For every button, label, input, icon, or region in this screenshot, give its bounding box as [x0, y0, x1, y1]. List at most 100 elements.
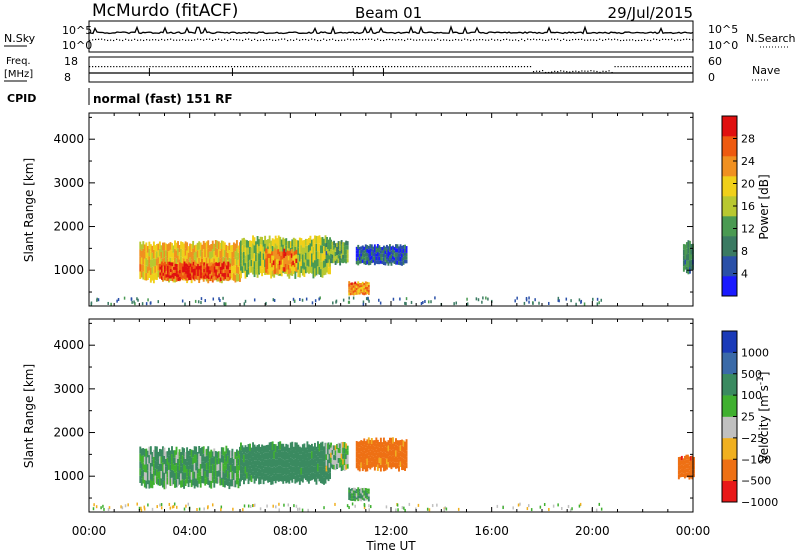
nave-dot: [409, 66, 411, 68]
data-cell: [382, 261, 385, 265]
data-cell: [349, 285, 352, 288]
data-cell: [198, 273, 201, 277]
data-cell: [177, 241, 179, 249]
data-cell: [224, 275, 227, 280]
data-cell: [276, 452, 279, 460]
data-cell: [351, 289, 354, 293]
data-speck: [138, 506, 141, 510]
data-cell: [334, 243, 337, 248]
data-cell: [358, 289, 361, 293]
data-cell: [369, 457, 372, 464]
data-cell: [346, 249, 349, 254]
data-cell: [194, 261, 197, 266]
data-cell: [363, 495, 366, 499]
data-cell: [140, 264, 143, 271]
nave-dot: [200, 66, 202, 68]
data-cell: [360, 456, 363, 463]
data-cell: [161, 479, 164, 488]
data-cell: [198, 468, 201, 477]
data-cell: [174, 465, 176, 473]
data-cell: [158, 241, 161, 249]
data-speck: [275, 505, 277, 509]
data-cell: [228, 266, 231, 270]
data-cell: [357, 283, 360, 287]
data-speck: [242, 508, 244, 512]
data-cell: [195, 478, 198, 487]
data-cell: [238, 462, 241, 471]
data-cell: [340, 253, 343, 259]
data-cell: [351, 292, 354, 295]
data-cell: [315, 477, 318, 485]
data-cell: [235, 248, 238, 257]
data-cell: [258, 452, 261, 461]
data-cell: [142, 256, 145, 265]
nsearch-dot: [599, 38, 601, 40]
data-cell: [401, 249, 403, 254]
data-cell: [283, 238, 286, 246]
data-cell: [201, 272, 204, 276]
data-cell: [262, 445, 265, 454]
data-cell: [160, 276, 163, 280]
data-cell: [375, 449, 378, 456]
data-cell: [262, 453, 265, 462]
data-cell: [256, 458, 259, 466]
data-cell: [145, 472, 148, 481]
data-speck: [569, 508, 572, 512]
data-cell: [339, 443, 342, 449]
data-cell: [175, 258, 178, 267]
data-cell: [237, 480, 240, 489]
data-cell: [187, 246, 190, 253]
data-cell: [177, 458, 179, 466]
data-cell: [252, 442, 254, 450]
data-cell: [162, 272, 165, 276]
data-cell: [688, 470, 691, 475]
data-cell: [201, 275, 204, 279]
data-cell: [370, 244, 373, 249]
data-speck: [532, 301, 534, 305]
nsearch-dot: [566, 39, 568, 41]
data-cell: [172, 252, 175, 261]
data-cell: [177, 267, 180, 271]
data-cell: [680, 472, 683, 478]
nsearch-dot: [518, 39, 520, 42]
nsearch-dot: [590, 39, 592, 41]
data-cell: [292, 459, 295, 467]
data-cell: [396, 260, 399, 265]
data-cell: [207, 469, 210, 478]
data-cell: [237, 245, 240, 253]
data-cell: [312, 254, 315, 263]
data-cell: [297, 466, 300, 475]
data-speck: [434, 296, 436, 300]
data-cell: [181, 471, 184, 480]
data-cell: [163, 455, 166, 465]
data-cell: [247, 261, 250, 268]
data-cell: [191, 263, 194, 267]
nave-dot: [243, 66, 245, 68]
data-cell: [235, 470, 238, 478]
data-cell: [324, 442, 327, 451]
data-speck: [527, 504, 530, 508]
data-cell: [167, 269, 169, 274]
data-cell: [268, 442, 271, 451]
data-cell: [222, 265, 225, 270]
data-cell: [249, 253, 251, 260]
nsky-right-tick-bottom: 10^0: [708, 39, 738, 52]
nsearch-dot: [215, 38, 217, 41]
data-cell: [237, 252, 240, 260]
data-cell: [247, 452, 250, 461]
nsearch-dot: [692, 39, 694, 41]
data-cell: [343, 250, 346, 255]
data-cell: [366, 291, 369, 294]
nsearch-dot: [605, 38, 607, 41]
nave-dot: [442, 66, 444, 68]
data-cell: [393, 253, 396, 258]
data-cell: [277, 243, 280, 252]
data-cell: [174, 248, 176, 258]
data-speck: [528, 300, 530, 304]
data-cell: [270, 459, 273, 468]
nave-dot: [354, 66, 356, 68]
freq-frame: [88, 56, 694, 83]
data-cell: [385, 259, 388, 264]
data-cell: [273, 239, 276, 248]
data-cell: [295, 450, 298, 459]
